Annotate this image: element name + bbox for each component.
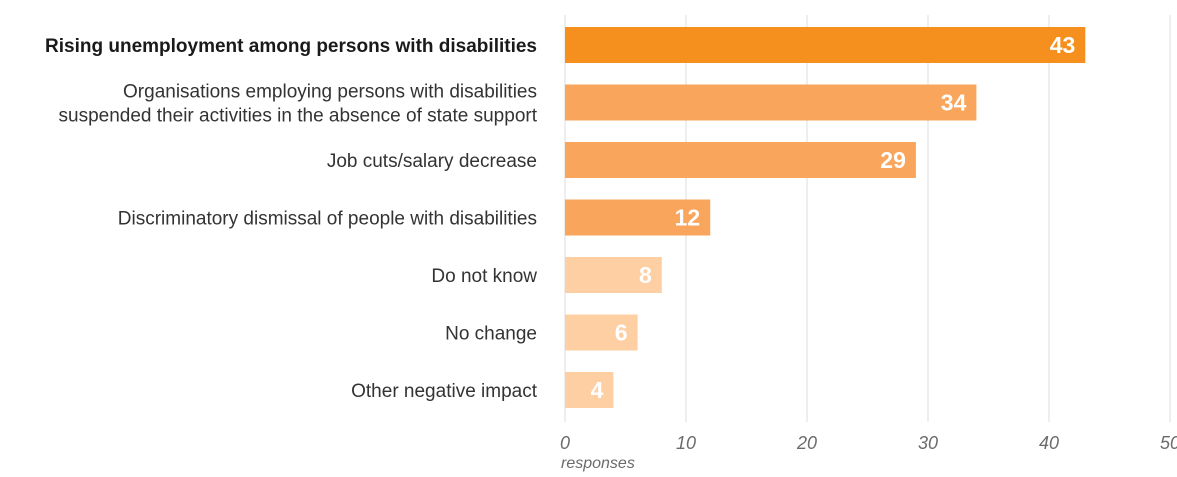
bar-3 (565, 142, 916, 178)
bars (565, 27, 1086, 408)
category-label-6: No change (445, 324, 537, 345)
x-tick-label-30: 30 (918, 433, 938, 453)
category-label-4: Discriminatory dismissal of people with … (118, 209, 537, 230)
category-labels: Rising unemployment among persons with d… (45, 36, 538, 402)
bar-6 (565, 314, 638, 351)
category-label-2-line-2: suspended their activities in the absenc… (59, 106, 538, 127)
bar-5 (565, 257, 662, 293)
x-tick-label-10: 10 (676, 433, 696, 453)
data-label-7: 4 (591, 377, 604, 403)
category-label-3: Job cuts/salary decrease (327, 151, 537, 172)
x-axis-ticks: 0 10 20 30 40 50 (560, 433, 1177, 453)
data-label-6: 6 (615, 320, 628, 346)
data-label-1: 43 (1050, 32, 1076, 58)
category-label-2-line-1: Organisations employing persons with dis… (123, 82, 537, 103)
bar-2 (565, 84, 977, 121)
bar-7 (565, 372, 614, 408)
data-label-4: 12 (675, 205, 701, 231)
x-tick-label-40: 40 (1039, 433, 1059, 453)
category-label-5: Do not know (431, 266, 537, 287)
x-tick-label-0: 0 (560, 433, 570, 453)
data-label-3: 29 (880, 147, 906, 173)
category-label-7: Other negative impact (351, 381, 538, 402)
x-tick-label-50: 50 (1160, 433, 1177, 453)
x-tick-label-20: 20 (796, 433, 817, 453)
data-label-2: 34 (941, 90, 967, 116)
gridlines (564, 15, 1171, 422)
category-label-1: Rising unemployment among persons with d… (45, 36, 537, 57)
bar-1 (565, 27, 1086, 63)
data-labels: 43 34 29 12 8 6 4 (591, 32, 1076, 403)
bar-4 (565, 199, 711, 236)
data-label-5: 8 (639, 262, 652, 288)
x-axis-title: responses (561, 455, 635, 472)
